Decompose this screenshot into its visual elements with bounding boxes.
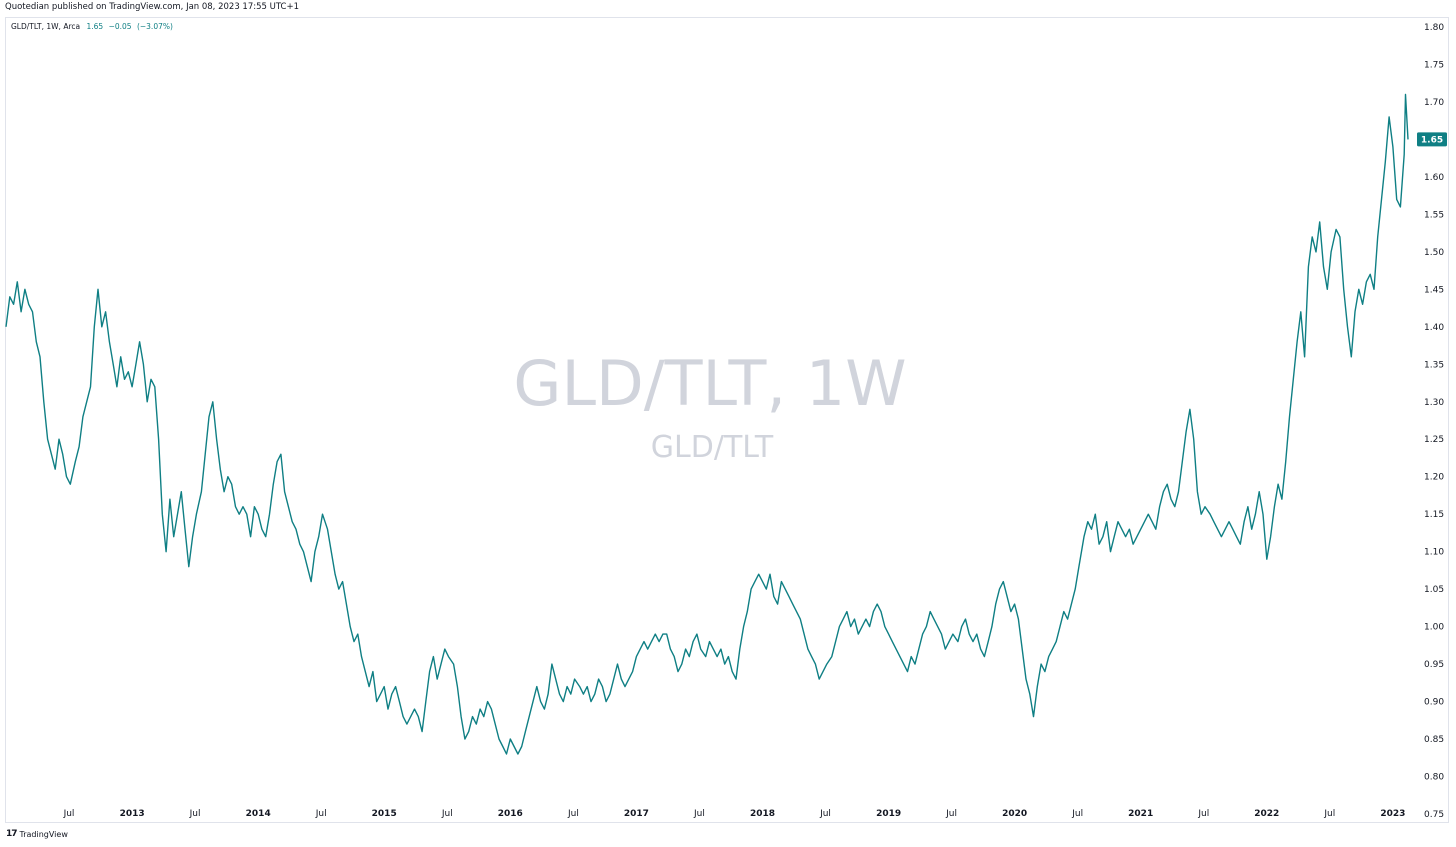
x-tick-label: Jul [693, 809, 705, 819]
x-tick-label: 2022 [1254, 809, 1279, 819]
y-tick-label: 1.35 [1424, 360, 1444, 370]
y-tick-label: 0.95 [1424, 660, 1444, 670]
x-tick-label: Jul [441, 809, 453, 819]
y-tick-label: 0.80 [1424, 773, 1444, 783]
y-tick-label: 1.00 [1424, 623, 1444, 633]
x-tick-label: Jul [63, 809, 75, 819]
y-tick-label: 1.40 [1424, 323, 1444, 333]
last-price-tag: 1.65 [1417, 132, 1447, 147]
y-tick-label: 1.05 [1424, 585, 1444, 595]
x-tick-label: 2018 [750, 809, 775, 819]
legend-symbol: GLD/TLT, 1W, Arca [11, 22, 81, 31]
published-header: Quotedian published on TradingView.com, … [5, 2, 300, 12]
series-line-0 [5, 93, 1409, 755]
y-tick-label: 1.60 [1424, 173, 1444, 183]
tradingview-logo-icon: 17 [6, 829, 17, 839]
legend-last: 1.65 [86, 22, 104, 31]
x-tick-label: 2016 [498, 809, 523, 819]
legend-change: −0.05 [108, 22, 132, 31]
x-tick-label: Jul [315, 809, 327, 819]
chart-frame[interactable] [5, 17, 1449, 823]
footer-brand: TradingView [19, 829, 68, 839]
watermark: GLD/TLT, 1W GLD/TLT [513, 347, 906, 465]
x-tick-label: 2023 [1380, 809, 1405, 819]
x-tick-label: 2021 [1128, 809, 1153, 819]
x-tick-label: Jul [189, 809, 201, 819]
x-tick-label: Jul [945, 809, 957, 819]
last-price-tag-label: 1.65 [1421, 135, 1443, 145]
y-tick-label: 0.85 [1424, 735, 1444, 745]
x-tick-label: 2019 [876, 809, 901, 819]
x-tick-label: 2020 [1002, 809, 1027, 819]
x-tick-label: Jul [819, 809, 831, 819]
footer-branding[interactable]: 17 TradingView [6, 829, 68, 839]
x-tick-label: 2015 [372, 809, 397, 819]
x-tick-label: 2017 [624, 809, 649, 819]
y-tick-label: 1.10 [1424, 548, 1444, 558]
y-tick-label: 1.75 [1424, 61, 1444, 71]
y-tick-label: 1.70 [1424, 98, 1444, 108]
x-tick-label: 2014 [246, 809, 271, 819]
y-tick-label: 1.80 [1424, 23, 1444, 33]
y-tick-label: 1.50 [1424, 248, 1444, 258]
y-tick-label: 0.90 [1424, 698, 1444, 708]
y-tick-label: 1.55 [1424, 210, 1444, 220]
last-price-tag-bg [1417, 132, 1447, 147]
y-tick-label: 0.75 [1424, 810, 1444, 820]
series-lines [5, 93, 1409, 755]
y-tick-label: 1.30 [1424, 398, 1444, 408]
y-tick-label: 1.25 [1424, 435, 1444, 445]
y-tick-label: 1.45 [1424, 285, 1444, 295]
y-tick-label: 1.20 [1424, 473, 1444, 483]
y-tick-label: 1.15 [1424, 510, 1444, 520]
y-axis[interactable]: 0.75 0.80 0.85 0.90 0.95 1.00 1.05 1.10 1.15 1.20… [1424, 23, 1444, 820]
watermark-subtitle: GLD/TLT [651, 430, 774, 465]
x-axis[interactable]: Jul 2013 Jul 2014 Jul 2015 Jul 2016 Jul 2017 Jul 20… [63, 809, 1406, 819]
legend-values: 1.65 −0.05 (−3.07%) [86, 22, 175, 31]
x-tick-label: 2013 [120, 809, 145, 819]
x-tick-label: Jul [1323, 809, 1335, 819]
legend-change-pct: (−3.07%) [136, 22, 173, 31]
x-tick-label: Jul [567, 809, 579, 819]
chart-legend[interactable]: GLD/TLT, 1W, Arca 1.65 −0.05 (−3.07%) [11, 22, 176, 31]
watermark-title: GLD/TLT, 1W [513, 347, 906, 420]
x-tick-label: Jul [1197, 809, 1209, 819]
x-tick-label: Jul [1071, 809, 1083, 819]
